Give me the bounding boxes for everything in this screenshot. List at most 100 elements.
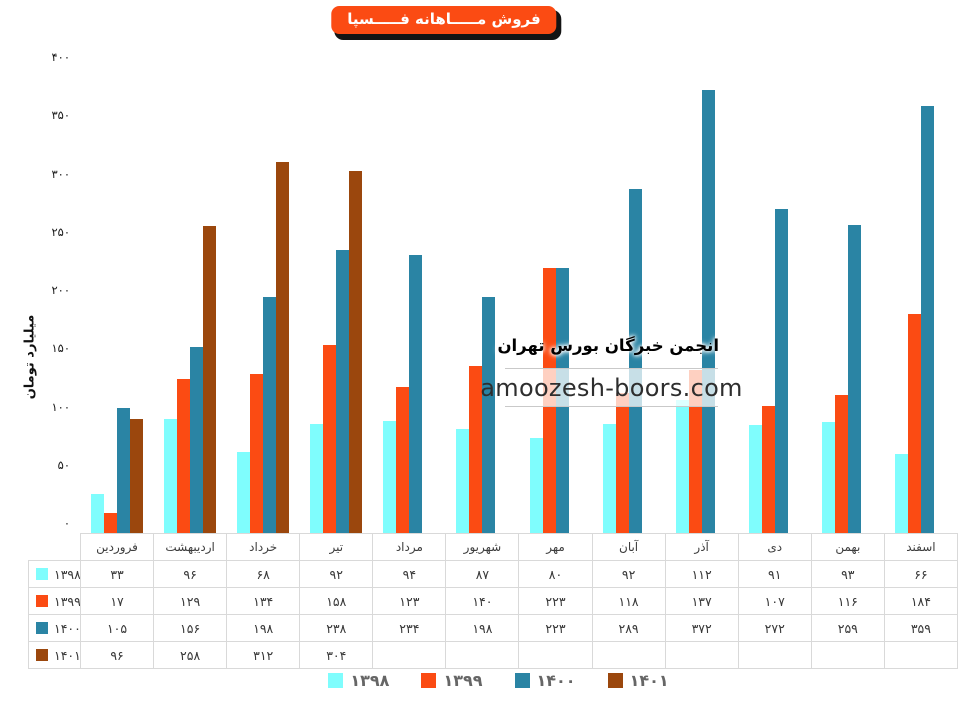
legend-item: ۱۴۰۰ xyxy=(514,671,576,690)
series-header-cell: ۱۳۹۸ xyxy=(28,560,81,588)
month-header-cell: دی xyxy=(737,533,812,561)
watermark-association-text: انجمن خبرگان بورس تهران xyxy=(497,336,719,355)
bar-۱۳۹۸-مرداد xyxy=(383,421,396,533)
bar-۱۴۰۰-اسفند xyxy=(921,106,934,533)
series-swatch-icon xyxy=(36,622,48,634)
table-value-cell: ۱۲۹ xyxy=(153,587,228,615)
table-row: ۱۳۹۹ ۱۷ ۱۲۹ ۱۳۴ ۱۵۸ ۱۲۳ ۱۴۰ ۲۲۳ ۱۱۸ ۱۳۷ ۱۰۷ ۱۱۶ ۱۸۴ xyxy=(28,587,959,615)
bar-۱۴۰۰-خرداد xyxy=(263,297,276,533)
legend-label: ۱۳۹۹ xyxy=(443,671,483,690)
series-year-label: ۱۳۹۹ xyxy=(54,593,81,609)
bar-۱۳۹۸-مهر xyxy=(530,438,543,533)
table-value-cell: ۲۵۸ xyxy=(153,641,228,669)
bar-۱۳۹۸-دی xyxy=(749,425,762,533)
table-value-cell xyxy=(883,641,959,669)
table-value-cell: ۱۵۸ xyxy=(299,587,374,615)
bar-۱۳۹۸-آبان xyxy=(603,424,616,533)
series-swatch-icon xyxy=(36,649,48,661)
bar-۱۳۹۸-آذر xyxy=(676,400,689,533)
month-header-cell: مرداد xyxy=(372,533,447,561)
bar-۱۴۰۱-فروردین xyxy=(130,419,143,533)
bar-۱۳۹۸-فروردین xyxy=(91,494,104,533)
table-value-cell: ۲۳۸ xyxy=(299,614,374,642)
bar-۱۴۰۰-مرداد xyxy=(409,255,422,533)
table-value-cell: ۱۳۷ xyxy=(664,587,739,615)
bar-۱۴۰۰-تیر xyxy=(336,250,349,533)
bar-۱۳۹۸-بهمن xyxy=(822,422,835,533)
table-value-cell: ۲۷۲ xyxy=(737,614,812,642)
table-row: ۱۴۰۰ ۱۰۵ ۱۵۶ ۱۹۸ ۲۳۸ ۲۳۴ ۱۹۸ ۲۲۳ ۲۸۹ ۳۷۲ ۲۷۲ ۲۵۹ ۳۵۹ xyxy=(28,614,959,642)
month-header-cell: شهریور xyxy=(445,533,520,561)
month-header-cell: آبان xyxy=(591,533,666,561)
table-value-cell: ۲۳۴ xyxy=(372,614,447,642)
bar-۱۳۹۸-اسفند xyxy=(895,454,908,533)
series-header-cell: ۱۴۰۱ xyxy=(28,641,81,669)
bar-۱۳۹۹-دی xyxy=(762,406,775,533)
table-value-cell: ۱۰۵ xyxy=(79,614,155,642)
table-value-cell: ۹۶ xyxy=(79,641,155,669)
bar-۱۳۹۹-مرداد xyxy=(396,387,409,533)
table-value-cell: ۹۲ xyxy=(299,560,374,588)
table-value-cell: ۸۰ xyxy=(518,560,593,588)
bar-۱۳۹۹-بهمن xyxy=(835,395,848,533)
table-value-cell xyxy=(372,641,447,669)
month-header-cell: مهر xyxy=(518,533,593,561)
bar-۱۳۹۹-اردیبهشت xyxy=(177,379,190,533)
month-header-cell: بهمن xyxy=(810,533,885,561)
table-value-cell: ۳۷۲ xyxy=(664,614,739,642)
table-value-cell: ۱۷ xyxy=(79,587,155,615)
month-header-cell: فروردین xyxy=(79,533,155,561)
bar-۱۳۹۹-فروردین xyxy=(104,513,117,533)
table-value-cell: ۶۶ xyxy=(883,560,959,588)
table-value-cell: ۲۸۹ xyxy=(591,614,666,642)
bar-۱۳۹۸-شهریور xyxy=(456,429,469,533)
bar-۱۴۰۰-آذر xyxy=(702,90,715,533)
table-value-cell: ۸۷ xyxy=(445,560,520,588)
watermark-site-banner: amoozesh-boors.com xyxy=(480,368,742,407)
table-value-cell: ۹۶ xyxy=(153,560,228,588)
table-value-cell: ۲۲۳ xyxy=(518,587,593,615)
table-value-cell: ۱۰۷ xyxy=(737,587,812,615)
y-tick-label: ۳۰۰ xyxy=(51,167,70,181)
month-header-cell: اردیبهشت xyxy=(153,533,228,561)
legend-item: ۱۳۹۹ xyxy=(421,671,483,690)
table-value-cell: ۹۴ xyxy=(372,560,447,588)
y-axis-title: میلیارد تومان xyxy=(22,314,38,400)
table-value-cell xyxy=(518,641,593,669)
month-header-cell: تیر xyxy=(299,533,374,561)
table-value-cell: ۱۲۳ xyxy=(372,587,447,615)
y-tick-label: ۳۵۰ xyxy=(51,108,70,122)
table-value-cell: ۱۱۸ xyxy=(591,587,666,615)
table-value-cell: ۱۳۴ xyxy=(226,587,301,615)
bar-۱۴۰۱-خرداد xyxy=(276,162,289,533)
table-row: ۱۳۹۸ ۳۳ ۹۶ ۶۸ ۹۲ ۹۴ ۸۷ ۸۰ ۹۲ ۱۱۲ ۹۱ ۹۳ ۶۶ xyxy=(28,560,959,588)
table-value-cell: ۱۹۸ xyxy=(226,614,301,642)
month-header-cell: اسفند xyxy=(883,533,959,561)
bar-۱۴۰۰-آبان xyxy=(629,189,642,533)
series-header-cell: ۱۴۰۰ xyxy=(28,614,81,642)
bar-۱۴۰۰-شهریور xyxy=(482,297,495,533)
table-value-cell: ۱۵۶ xyxy=(153,614,228,642)
table-value-cell xyxy=(591,641,666,669)
bar-۱۴۰۰-دی xyxy=(775,209,788,533)
table-value-cell: ۳۰۴ xyxy=(299,641,374,669)
table-value-cell xyxy=(664,641,739,669)
bar-۱۴۰۰-فروردین xyxy=(117,408,130,533)
bar-۱۳۹۹-خرداد xyxy=(250,374,263,533)
bar-۱۳۹۹-تیر xyxy=(323,345,336,533)
table-value-cell xyxy=(445,641,520,669)
table-corner xyxy=(29,534,81,561)
month-header-cell: خرداد xyxy=(226,533,301,561)
y-tick-label: ۰ xyxy=(63,516,70,530)
table-value-cell: ۳۱۲ xyxy=(226,641,301,669)
bar-۱۴۰۱-اردیبهشت xyxy=(203,226,216,533)
y-tick-label: ۲۵۰ xyxy=(51,225,70,239)
legend-swatch-icon xyxy=(607,673,623,688)
bar-۱۳۹۹-آذر xyxy=(689,370,702,533)
bar-۱۴۰۱-تیر xyxy=(349,171,362,533)
legend-label: ۱۳۹۸ xyxy=(350,671,390,690)
series-header-cell: ۱۳۹۹ xyxy=(28,587,81,615)
table-value-cell: ۱۱۲ xyxy=(664,560,739,588)
legend-swatch-icon xyxy=(421,673,437,688)
